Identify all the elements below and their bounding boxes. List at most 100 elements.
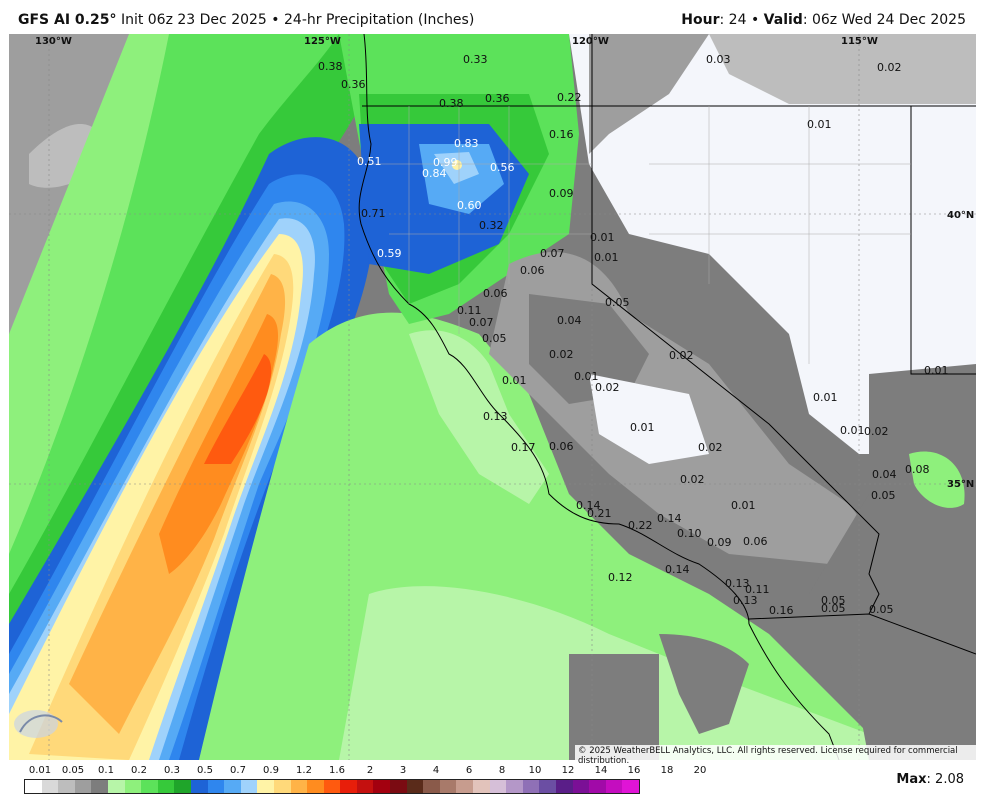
precip-value: 0.11 — [457, 304, 482, 317]
precip-value: 0.04 — [557, 314, 582, 327]
precip-value: 0.36 — [485, 92, 510, 105]
colorbar-label: 8 — [498, 765, 506, 776]
longitude-label: 120°W — [572, 36, 609, 47]
precip-value: 0.16 — [549, 128, 574, 141]
precip-value: 0.03 — [706, 53, 731, 66]
precip-value: 0.21 — [587, 507, 612, 520]
precip-value: 0.14 — [657, 512, 682, 525]
value-labels: 0.33 0.38 0.36 0.38 0.36 0.03 0.02 0.22 0.16 0.01… — [318, 53, 949, 617]
precip-value: 0.08 — [905, 463, 930, 476]
precip-value: 0.12 — [608, 571, 633, 584]
precip-value: 0.71 — [361, 207, 386, 220]
precip-value: 0.11 — [745, 583, 770, 596]
colorbar-swatch — [473, 780, 490, 793]
precip-value: 0.06 — [483, 287, 508, 300]
offshore-gray — [569, 654, 659, 760]
precip-value: 0.09 — [549, 187, 574, 200]
precip-value: 0.02 — [698, 441, 723, 454]
colorbar-label: 12 — [561, 765, 575, 776]
map-canvas: 130°W 125°W 120°W 115°W 40°N35°N 0.33 0.38 0.… — [9, 34, 976, 760]
coast-pale-green — [409, 330, 549, 504]
precip-value: 0.09 — [707, 536, 732, 549]
colorbar-label: 4 — [432, 765, 440, 776]
precip-value: 0.02 — [680, 473, 705, 486]
colorbar-swatch — [373, 780, 391, 793]
colorbar-label: 6 — [465, 765, 473, 776]
colorbar-label: 14 — [594, 765, 608, 776]
red-core — [204, 354, 272, 464]
precip-value: 0.22 — [628, 519, 653, 532]
precip-value: 0.07 — [540, 247, 565, 260]
mojave-white — [589, 374, 709, 464]
colorbar-label: 1.6 — [329, 765, 345, 776]
max-label: Max — [896, 772, 927, 787]
precip-value: 0.32 — [479, 219, 504, 232]
colorbar-swatch — [506, 780, 523, 793]
title-bullet: • — [271, 12, 280, 28]
colorbar-swatch — [489, 780, 507, 793]
colorbar-swatch — [390, 780, 407, 793]
county-lines — [369, 106, 911, 364]
precip-value: 0.05 — [871, 489, 896, 502]
colorbar-swatch — [207, 780, 225, 793]
valley-dark-gray — [529, 294, 649, 404]
green-band-outer — [9, 34, 329, 594]
colorbar-swatch — [456, 780, 474, 793]
colorbar-label: 0.7 — [230, 765, 246, 776]
precip-value: 0.05 — [869, 603, 894, 616]
colorbar-swatch — [257, 780, 274, 793]
latitude-label: 35°N — [947, 479, 974, 490]
precip-value: 0.60 — [457, 199, 482, 212]
weatherbell-logo-icon — [14, 710, 63, 738]
colorbar-swatch — [406, 780, 424, 793]
precip-map: 130°W 125°W 120°W 115°W 40°N 35°N 0.33 0.38 0.… — [9, 34, 976, 760]
colorbar-swatch — [224, 780, 241, 793]
precip-value: 0.01 — [813, 391, 838, 404]
colorbar-swatch — [107, 780, 125, 793]
colorbar-swatch — [74, 780, 92, 793]
sierra-gray — [589, 34, 709, 154]
colorbar-swatch — [240, 780, 258, 793]
colorbar-swatch — [307, 780, 324, 793]
precip-value: 0.02 — [595, 381, 620, 394]
latitude-labels: 40°N 35°N — [947, 210, 974, 490]
precip-value: 0.14 — [576, 499, 601, 512]
precip-value: 0.36 — [341, 78, 366, 91]
max-readout: Max: 2.08 — [896, 772, 964, 787]
precip-value: 0.06 — [743, 535, 768, 548]
precip-value: 0.33 — [463, 53, 488, 66]
precip-value: 0.13 — [483, 410, 508, 423]
valid-separator: • — [746, 12, 760, 28]
colorbar-label: 1.2 — [296, 765, 312, 776]
colorbar-label: 0.05 — [61, 765, 85, 776]
longitude-labels: 130°W 125°W 120°W 115°W — [35, 36, 878, 47]
arizona-green — [909, 451, 965, 508]
colorbar-swatch — [539, 780, 556, 793]
precip-value: 0.10 — [677, 527, 702, 540]
precip-value: 0.38 — [318, 60, 343, 73]
precip-value: 0.02 — [669, 349, 694, 362]
precip-value: 0.83 — [454, 137, 479, 150]
colorbar-swatch — [91, 780, 108, 793]
colorbar-swatch — [439, 780, 457, 793]
title: GFS AI 0.25° Init 06z 23 Dec 2025 • 24-h… — [18, 12, 474, 28]
colorbar-swatch — [157, 780, 175, 793]
colorbar-swatch — [174, 780, 191, 793]
precip-value: 0.05 — [482, 332, 507, 345]
precip-value: 0.13 — [725, 577, 750, 590]
colorbar-swatch — [340, 780, 357, 793]
precip-value: 0.01 — [502, 374, 527, 387]
colorbar-swatch — [423, 780, 440, 793]
colorbar-swatch — [290, 780, 308, 793]
max-spot — [452, 160, 462, 170]
precip-value: 0.05 — [605, 296, 630, 309]
precip-value: 0.22 — [557, 91, 582, 104]
precip-value: 0.51 — [357, 155, 382, 168]
colorbar-swatch — [572, 780, 590, 793]
ne-gray — [709, 34, 976, 104]
precip-value: 0.16 — [769, 604, 794, 617]
hour-value: : 24 — [719, 12, 747, 28]
colorbar-swatch — [273, 780, 291, 793]
baja-gray — [659, 634, 749, 734]
colorbar-swatch — [124, 780, 142, 793]
